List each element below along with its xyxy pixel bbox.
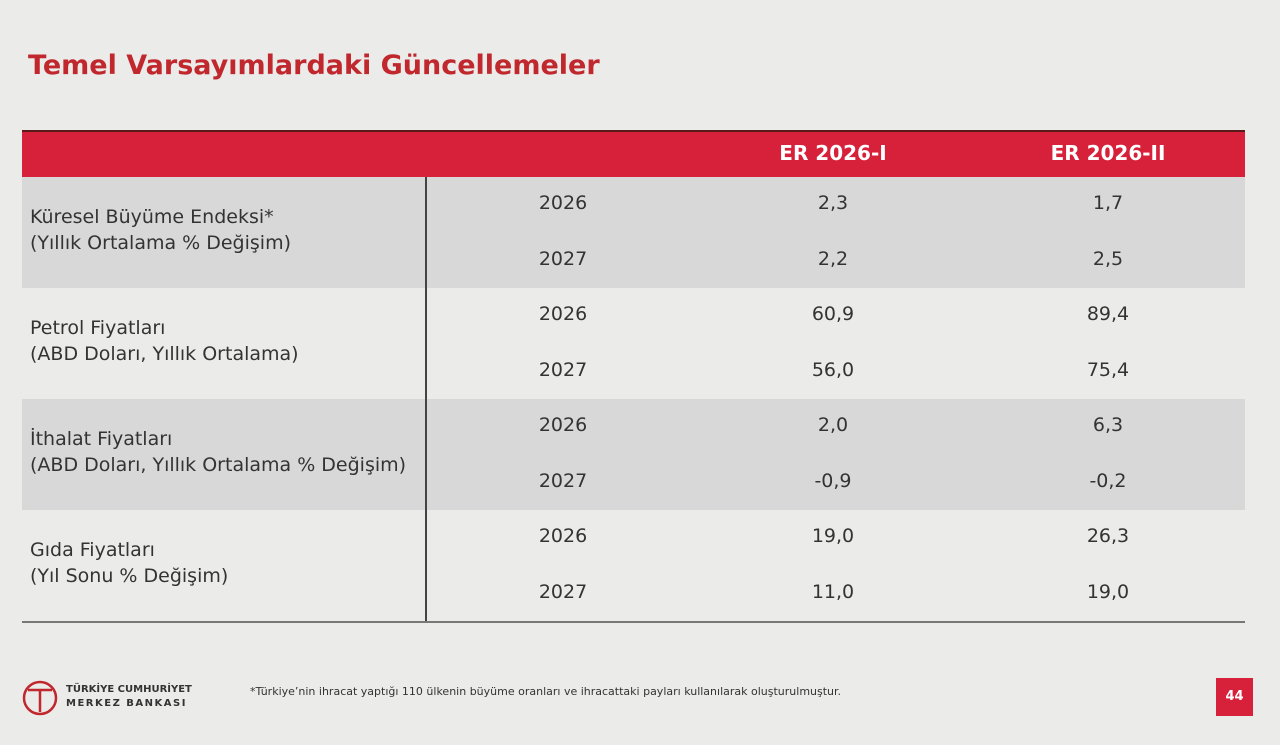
row-label: (Yıl Sonu % Değişim) <box>30 565 229 587</box>
value-cell: 56,0 <box>811 359 855 381</box>
year-cell: 2027 <box>538 470 588 492</box>
row-label: (ABD Doları, Yıllık Ortalama) <box>30 343 299 365</box>
year-cell: 2027 <box>538 359 588 381</box>
value-cell: 11,0 <box>811 581 855 603</box>
value-cell: 2,5 <box>1092 248 1124 270</box>
logo-text: MERKEZ BANKASI <box>66 698 187 709</box>
row-label: Gıda Fiyatları <box>30 539 155 561</box>
logo-icon <box>22 680 58 716</box>
logo-text: TÜRKİYE CUMHURİYET <box>66 684 192 695</box>
table-header <box>22 130 1245 178</box>
row-label: Petrol Fiyatları <box>30 317 166 339</box>
divider <box>425 177 427 621</box>
value-cell: -0,2 <box>1089 470 1127 492</box>
column-header: ER 2026-II <box>1050 141 1166 165</box>
value-cell: 60,9 <box>811 303 855 325</box>
year-cell: 2026 <box>538 525 588 547</box>
page-number: 44 <box>1225 689 1244 704</box>
row-label: İthalat Fiyatları <box>30 428 173 450</box>
value-cell: 75,4 <box>1086 359 1130 381</box>
value-cell: 89,4 <box>1086 303 1130 325</box>
slide-title: Temel Varsayımlardaki Güncellemeler <box>28 50 600 81</box>
row-band <box>22 177 1245 288</box>
table-bottom <box>22 621 1245 623</box>
value-cell: 19,0 <box>1086 581 1130 603</box>
value-cell: -0,9 <box>814 470 852 492</box>
value-cell: 19,0 <box>811 525 855 547</box>
value-cell: 26,3 <box>1086 525 1130 547</box>
row-band <box>22 399 1245 510</box>
year-cell: 2026 <box>538 303 588 325</box>
row-label: Küresel Büyüme Endeksi* <box>30 206 274 228</box>
footnote: *Türkiye’nin ihracat yaptığı 110 ülkenin… <box>250 685 842 698</box>
value-cell: 2,3 <box>817 192 849 214</box>
value-cell: 2,2 <box>817 248 849 270</box>
year-cell: 2026 <box>538 192 588 214</box>
value-cell: 1,7 <box>1092 192 1124 214</box>
year-cell: 2026 <box>538 414 588 436</box>
value-cell: 2,0 <box>817 414 849 436</box>
year-cell: 2027 <box>538 248 588 270</box>
year-cell: 2027 <box>538 581 588 603</box>
row-label: (Yıllık Ortalama % Değişim) <box>30 232 291 254</box>
row-label: (ABD Doları, Yıllık Ortalama % Değişim) <box>30 454 407 476</box>
value-cell: 6,3 <box>1092 414 1124 436</box>
page-box <box>1216 678 1253 716</box>
column-header: ER 2026-I <box>779 141 887 165</box>
